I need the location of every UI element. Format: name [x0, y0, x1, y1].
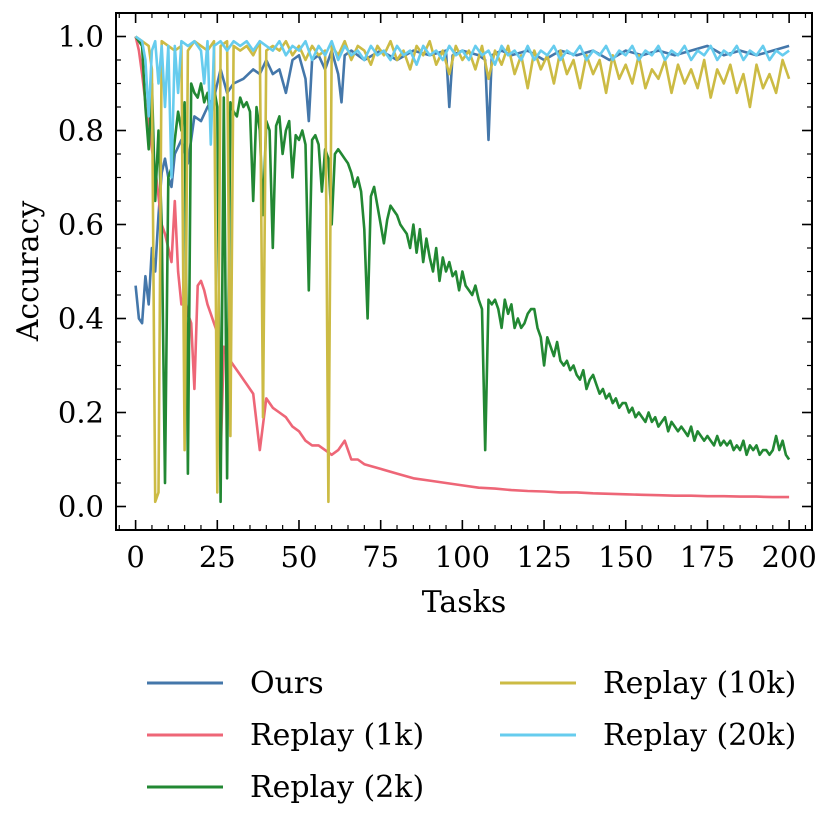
y-tick-label: 0.0	[58, 490, 104, 524]
series-line-3	[134, 35, 791, 504]
y-tick-label: 1.0	[58, 20, 104, 54]
x-tick-label: 100	[435, 540, 490, 574]
series-line-2	[134, 35, 791, 504]
series-layer	[134, 35, 791, 504]
legend-label-4: Replay (20k)	[603, 718, 796, 753]
ticks-layer: 0 25 50 75 100 125 150 175 200 0.0 0.2 0.4 0.6 0.8 1.0	[58, 12, 817, 574]
y-tick-label: 0.8	[58, 114, 104, 148]
x-tick-label: 200	[761, 540, 816, 574]
y-tick-label: 0.2	[58, 396, 104, 430]
y-axis-title: Accuracy	[11, 201, 46, 343]
x-tick-label: 25	[199, 540, 236, 574]
series-line-4	[134, 35, 790, 179]
x-tick-label: 150	[598, 540, 653, 574]
x-tick-label: 50	[281, 540, 318, 574]
plot-frame	[115, 12, 813, 531]
legend-label-0: Ours	[250, 666, 324, 701]
x-tick-label: 75	[362, 540, 399, 574]
y-tick-label: 0.6	[58, 208, 104, 242]
legend-label-3: Replay (10k)	[603, 666, 796, 701]
x-axis-title: Tasks	[422, 585, 507, 620]
legend-label-2: Replay (2k)	[250, 770, 424, 805]
x-tick-label: 0	[126, 540, 144, 574]
x-tick-label: 125	[516, 540, 571, 574]
series-line-1	[134, 36, 790, 499]
legend-label-1: Replay (1k)	[250, 718, 424, 753]
x-tick-label: 175	[680, 540, 735, 574]
legend: Ours Replay (1k) Replay (2k) Replay (10k) Re…	[147, 666, 796, 805]
y-tick-label: 0.4	[58, 302, 104, 336]
